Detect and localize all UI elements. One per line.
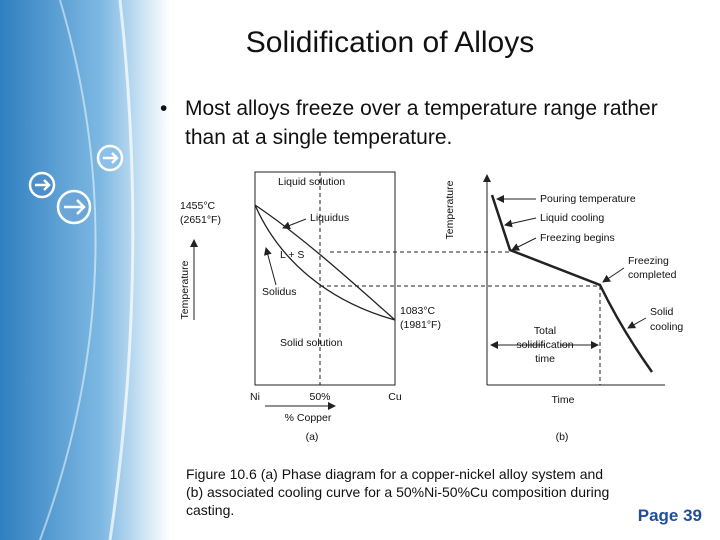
bullet-text: Most alloys freeze over a temperature ra… [185, 97, 658, 149]
decor-curve [108, 0, 135, 540]
caption-line: Figure 10.6 (a) Phase diagram for a copp… [186, 466, 604, 482]
caption-line: casting. [186, 502, 235, 518]
leader [602, 267, 625, 283]
bullet-item: • Most alloys freeze over a temperature r… [160, 94, 670, 152]
figure-background [170, 152, 692, 445]
region-label: Liquid solution [278, 176, 345, 188]
annotation: 1083°C [400, 305, 436, 317]
annotation: Freezing [628, 255, 669, 267]
annotation: completed [628, 269, 677, 281]
solidus-curve [254, 204, 396, 321]
leader [504, 217, 537, 228]
axis-label: Temperature [179, 260, 191, 319]
region-label: Solid solution [280, 337, 343, 349]
leader [263, 247, 277, 286]
leader [511, 237, 537, 251]
side-decoration [0, 0, 170, 540]
annotation: Total [534, 325, 556, 337]
phase-box [254, 171, 396, 386]
x-label: Ni [250, 391, 260, 403]
annotation: Solid [650, 306, 674, 318]
annotation: solidification [516, 339, 573, 351]
annotation: Liquid cooling [540, 212, 604, 224]
annotation: cooling [650, 321, 683, 333]
leader [627, 317, 647, 329]
panel-label: (b) [556, 431, 569, 443]
region-label: L + S [280, 249, 304, 261]
page-number: Page 39 [637, 506, 702, 525]
cooling-curve [490, 194, 654, 373]
panel-label: (a) [306, 431, 319, 443]
x-label: Cu [388, 391, 402, 403]
axis-label: % Copper [285, 412, 332, 424]
decor-curve [39, 0, 97, 540]
arrow-icons [28, 144, 124, 225]
annotation: time [535, 353, 555, 365]
annotation: 1455°C [180, 200, 216, 212]
liquidus-curve [254, 204, 396, 321]
figure: Temperature 1455°C (2651°F) Liquid solut… [170, 152, 692, 445]
annotation: Pouring temperature [540, 193, 636, 205]
bullet-dot: • [160, 97, 168, 120]
slide-title: Solidification of Alloys [245, 26, 535, 59]
annotation: Freezing begins [540, 232, 615, 244]
x-label: 50% [309, 391, 330, 403]
axis-label: Time [552, 394, 575, 406]
annotation: (1981°F) [400, 319, 441, 331]
caption-line: (b) associated cooling curve for a 50%Ni… [186, 484, 610, 500]
caption: Figure 10.6 (a) Phase diagram for a copp… [186, 465, 686, 519]
leader [282, 218, 307, 230]
curve-label: Solidus [262, 286, 296, 298]
curve-label: Liquidus [310, 212, 349, 224]
annotation: (2651°F) [180, 214, 221, 226]
axis-label: Temperature [444, 180, 456, 239]
